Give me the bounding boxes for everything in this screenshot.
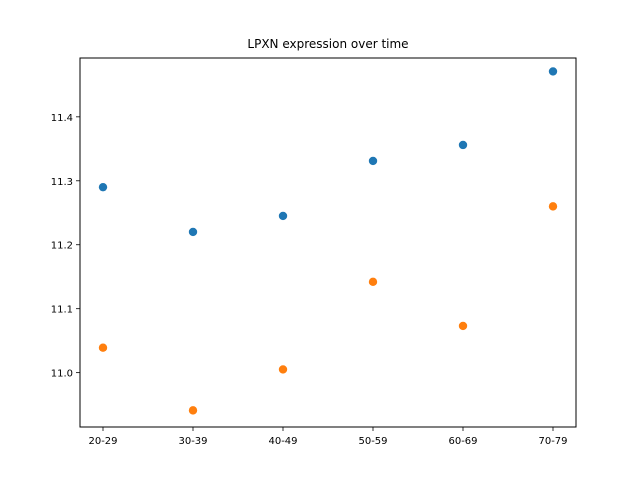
- series-1-point: [548, 67, 558, 76]
- series-1-point: [368, 156, 378, 166]
- y-tick-label: 11.4: [51, 113, 73, 124]
- series-2-point: [278, 365, 288, 374]
- y-tick-label: 11.0: [51, 369, 73, 380]
- y-tick-label: 11.2: [51, 241, 73, 252]
- series-1-point: [278, 211, 288, 221]
- x-tick-label: 30-39: [178, 436, 207, 447]
- plot-marks: [98, 67, 558, 415]
- series-2-point: [458, 321, 468, 331]
- x-tick-label: 60-69: [448, 436, 477, 447]
- x-tick-label: 50-59: [358, 436, 387, 447]
- series-2-point: [98, 343, 108, 352]
- chart-title: LPXN expression over time: [247, 37, 408, 51]
- y-axis: 11.0 11.1 11.2 11.3 11.4: [51, 113, 80, 380]
- series-2-point: [368, 277, 378, 287]
- x-tick-label: 20-29: [88, 436, 117, 447]
- series-1-point: [188, 227, 198, 237]
- series-2-point: [548, 202, 558, 211]
- series-2-point: [188, 406, 198, 415]
- plot-frame: [79, 57, 577, 428]
- x-axis: 20-29 30-39 40-49 50-59 60-69 70-79: [88, 427, 568, 447]
- series-1-point: [98, 182, 108, 192]
- series-1-point: [458, 140, 468, 150]
- y-tick-label: 11.3: [51, 177, 73, 188]
- x-tick-label: 70-79: [538, 436, 567, 447]
- x-tick-label: 40-49: [268, 436, 297, 447]
- y-tick-label: 11.1: [51, 305, 73, 316]
